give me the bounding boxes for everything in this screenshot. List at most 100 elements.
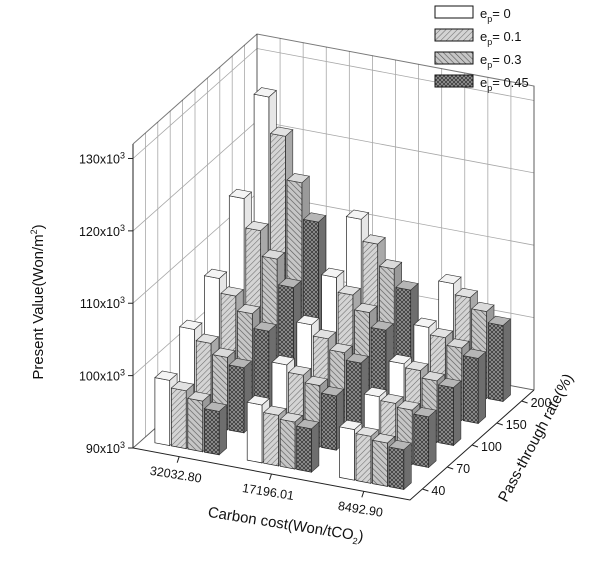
bar-8492.90-40-s0 bbox=[338, 419, 363, 481]
bar-top bbox=[271, 355, 295, 366]
z-tick-label: 100x103 bbox=[79, 368, 125, 384]
bar-top bbox=[378, 259, 403, 270]
bar-top bbox=[269, 126, 294, 137]
bar-front bbox=[154, 377, 171, 447]
bar-top bbox=[304, 375, 328, 386]
legend-label: ep= 0 bbox=[480, 6, 511, 24]
bar-top bbox=[279, 412, 304, 423]
bar-top bbox=[337, 285, 362, 296]
bar-top bbox=[228, 357, 253, 369]
z-tick-label: 120x103 bbox=[79, 223, 125, 239]
bar-top bbox=[413, 317, 437, 328]
legend-item: ep= 0 bbox=[434, 5, 511, 24]
y-tick-label: 100 bbox=[481, 440, 502, 454]
bar-top bbox=[370, 320, 394, 331]
bar-front bbox=[372, 439, 388, 487]
bar-17196.01-150-s3 bbox=[370, 320, 394, 407]
bar-front bbox=[463, 355, 479, 424]
bar-top bbox=[261, 249, 286, 260]
bar-side bbox=[453, 380, 462, 447]
bar-top bbox=[421, 371, 446, 382]
x-tick-label: 17196.01 bbox=[241, 481, 295, 503]
bar-8492.90-70-s3 bbox=[413, 407, 437, 469]
bar-top bbox=[195, 333, 220, 344]
z-tick-label: 90x103 bbox=[86, 440, 125, 456]
bar-front bbox=[279, 418, 296, 470]
bar-32032.80-40-s3 bbox=[203, 401, 228, 456]
bar-top bbox=[371, 433, 396, 444]
bar-8492.90-40-s3 bbox=[388, 439, 412, 491]
bar-top bbox=[438, 273, 462, 285]
x-tick-mark bbox=[361, 491, 365, 498]
legend-swatch bbox=[434, 28, 474, 42]
bar-top bbox=[338, 419, 363, 430]
bar-front bbox=[321, 392, 337, 451]
legend: ep= 0 ep= 0.1 ep= 0.3 ep= 0.45 bbox=[434, 5, 529, 93]
bar-front bbox=[203, 408, 220, 456]
bar-top bbox=[246, 395, 271, 406]
bar-top bbox=[454, 287, 479, 298]
bar-top bbox=[312, 329, 337, 340]
bar-front bbox=[246, 401, 263, 464]
bar-front bbox=[345, 359, 362, 429]
bar-top bbox=[228, 188, 253, 199]
bar-top bbox=[353, 302, 378, 313]
bar-top bbox=[187, 391, 211, 402]
bar-top bbox=[220, 286, 244, 297]
bar-top bbox=[211, 347, 236, 358]
bar-top bbox=[462, 348, 487, 359]
y-tick-mark bbox=[471, 444, 479, 448]
legend-item: ep= 0.3 bbox=[434, 51, 522, 70]
bar-top bbox=[404, 360, 429, 371]
grid-line bbox=[132, 48, 535, 159]
bar-top bbox=[471, 301, 495, 312]
bar-top bbox=[286, 173, 310, 184]
grid-line bbox=[132, 120, 535, 232]
bar-top bbox=[395, 280, 419, 291]
legend-swatch bbox=[434, 74, 474, 88]
bar-front bbox=[296, 425, 312, 473]
bar-top bbox=[253, 87, 277, 98]
bar-top bbox=[253, 321, 277, 332]
y-tick-mark bbox=[447, 466, 454, 470]
x-tick-label: 8492.90 bbox=[337, 499, 384, 520]
bar-front bbox=[438, 384, 454, 446]
legend-label: ep= 0.45 bbox=[480, 75, 529, 93]
bar-top bbox=[296, 315, 320, 326]
bar-top bbox=[302, 212, 327, 223]
bar-top bbox=[203, 401, 228, 412]
bar-front bbox=[413, 413, 429, 468]
y-tick-label: 70 bbox=[456, 462, 470, 476]
bar-top bbox=[363, 386, 388, 398]
bar-8492.90-100-s3 bbox=[437, 377, 462, 447]
bar-top bbox=[170, 381, 195, 392]
bar-top bbox=[245, 220, 269, 232]
bar-top bbox=[263, 405, 287, 416]
bar-front bbox=[388, 446, 405, 490]
bar-top bbox=[236, 303, 261, 315]
bar-8492.90-200-s3 bbox=[487, 315, 512, 403]
bar-front bbox=[171, 387, 187, 450]
y-tick-label: 40 bbox=[431, 484, 445, 498]
bar-front bbox=[187, 397, 204, 453]
z-tick-label: 130x103 bbox=[79, 150, 125, 166]
bar-top bbox=[362, 234, 386, 245]
bar-top bbox=[154, 370, 178, 381]
bar-front bbox=[339, 426, 355, 481]
legend-swatch bbox=[434, 5, 474, 19]
bar-17196.01-70-s3 bbox=[320, 386, 345, 451]
bar-top bbox=[296, 419, 320, 430]
z-axis-title: Present Value(Won/m2) bbox=[29, 224, 47, 379]
y-tick-label: 150 bbox=[506, 418, 527, 432]
bar-top bbox=[278, 277, 302, 288]
bar-side bbox=[502, 318, 511, 403]
bar-top bbox=[446, 338, 470, 349]
bar-top bbox=[320, 267, 345, 278]
bar-side bbox=[403, 442, 412, 491]
bars bbox=[154, 87, 512, 491]
bar-front bbox=[263, 412, 279, 467]
bar-front bbox=[228, 364, 245, 434]
bar-front bbox=[355, 433, 372, 484]
bar-top bbox=[487, 315, 512, 326]
